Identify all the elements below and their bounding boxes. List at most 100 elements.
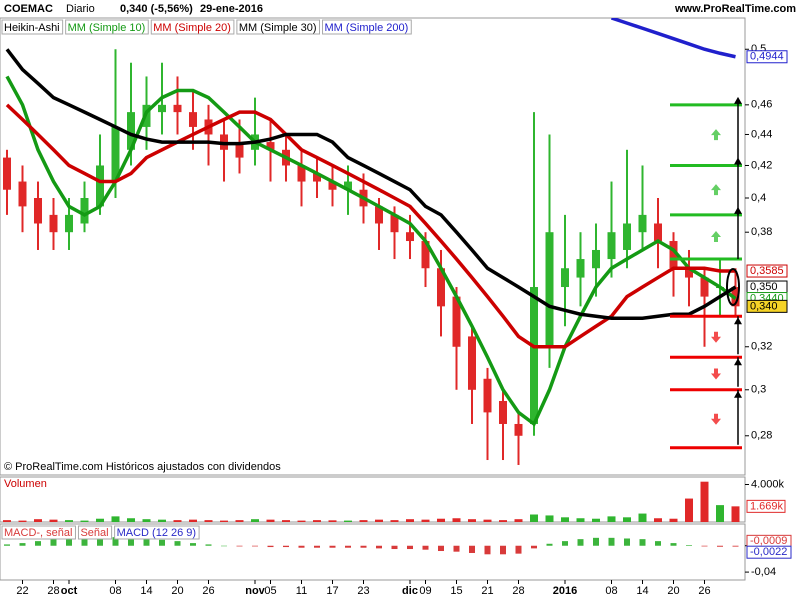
- candle-body: [158, 104, 166, 113]
- y-tick-label: 0,3: [751, 384, 766, 396]
- macd-histogram: [469, 545, 475, 553]
- candle-body: [390, 214, 399, 233]
- candle-body: [700, 277, 709, 297]
- candle-body: [421, 241, 430, 269]
- candle-body: [561, 268, 569, 288]
- y-tick-label: 0,28: [751, 430, 772, 442]
- macd-histogram: [639, 539, 646, 546]
- range-arrow-head: [734, 96, 742, 104]
- candle-body: [530, 287, 538, 424]
- volume-bar: [297, 520, 306, 522]
- macd-histogram: [577, 539, 584, 546]
- macd-histogram: [670, 543, 677, 546]
- y-tick-label: 0,42: [751, 159, 772, 171]
- volume-bar: [235, 520, 244, 522]
- x-tick-label: nov: [245, 585, 265, 597]
- x-tick-label: 14: [140, 585, 152, 597]
- macd-histogram: [407, 545, 413, 550]
- macd-tick-label: -0,04: [751, 566, 776, 578]
- candle-body: [406, 232, 414, 242]
- candle-body: [313, 173, 321, 182]
- volume-tag-label: 1.669k: [750, 500, 784, 512]
- macd-histogram: [515, 545, 522, 554]
- volume-bar: [96, 518, 104, 522]
- volume-bar: [173, 520, 182, 522]
- macd-histogram: [562, 541, 568, 546]
- direction-arrow: [711, 331, 721, 343]
- x-tick-label: 22: [16, 585, 28, 597]
- macd-histogram: [686, 545, 692, 546]
- macd-histogram: [283, 545, 289, 548]
- volume-bar: [530, 514, 538, 522]
- macd-histogram: [159, 539, 165, 546]
- symbol: COEMAC: [4, 3, 53, 15]
- volume-bar: [111, 516, 120, 522]
- range-arrow-head: [734, 157, 742, 165]
- legend-entry: Heikin-Ashi: [4, 22, 60, 34]
- macd-histogram: [314, 545, 320, 548]
- x-tick-label: 26: [202, 585, 214, 597]
- volume-bar: [685, 498, 693, 522]
- volume-bar: [437, 518, 445, 522]
- candle-body: [607, 232, 616, 260]
- x-tick-label: 26: [698, 585, 710, 597]
- price-tag-label: 0,340: [750, 300, 778, 312]
- price-tag-label: 0,350: [750, 281, 778, 293]
- candle-body: [685, 268, 693, 278]
- direction-arrow: [711, 230, 721, 242]
- legend-entry: MM (Simple 30): [239, 22, 317, 34]
- volume-bar: [80, 520, 89, 522]
- volume-bar: [359, 520, 368, 522]
- volume-bar: [328, 520, 337, 522]
- volume-bar: [49, 519, 58, 522]
- macd-histogram: [128, 537, 134, 546]
- macd-legend: Señal: [80, 527, 108, 539]
- candle-body: [499, 400, 507, 424]
- legend-entry: MM (Simple 200): [325, 22, 409, 34]
- price-tag: [746, 299, 788, 313]
- y-tick-label: 0,4: [751, 192, 766, 204]
- legend-box: [1, 19, 64, 35]
- candle-body: [452, 296, 461, 347]
- legend-box: [1, 525, 76, 540]
- candle-body: [576, 259, 585, 278]
- candle-body: [514, 423, 523, 436]
- macd-tag-label: -0,0022: [750, 546, 787, 558]
- volume-bar: [452, 518, 461, 522]
- candle-body: [592, 249, 600, 269]
- x-tick-label: 20: [667, 585, 679, 597]
- moving-average: [610, 18, 736, 59]
- volume-bar: [189, 519, 197, 522]
- volume-bar: [18, 520, 27, 522]
- x-tick-label: oct: [61, 585, 78, 597]
- x-tick-label: 23: [357, 585, 369, 597]
- volume-bar: [251, 519, 259, 522]
- volume-panel: [0, 476, 746, 523]
- volume-bar: [3, 520, 11, 522]
- volume-bar: [142, 519, 151, 522]
- volume-bar: [375, 519, 383, 522]
- footer: © ProRealTime.com Históricos ajustados c…: [4, 461, 281, 473]
- range-arrow-head: [734, 390, 742, 398]
- volume-bar: [731, 506, 740, 522]
- candle-body: [623, 223, 631, 250]
- x-tick-label: 17: [326, 585, 338, 597]
- macd-panel: [0, 523, 746, 581]
- macd-histogram: [531, 545, 537, 549]
- candle-body: [173, 104, 182, 113]
- price-panel: [0, 17, 746, 476]
- y-tick-label: 0,44: [751, 128, 772, 140]
- volume-bar: [483, 519, 492, 522]
- x-tick-label: 11: [296, 585, 307, 597]
- x-tick-label: 09: [419, 585, 431, 597]
- volume-bar: [158, 519, 166, 522]
- volume-bar: [654, 518, 662, 522]
- direction-arrow: [711, 184, 721, 196]
- legend-box: [114, 525, 200, 540]
- legend-box: [65, 19, 149, 35]
- change: 0,340 (-5,56%): [120, 3, 193, 15]
- macd-histogram: [35, 541, 41, 546]
- y-tick-label: 0,38: [751, 226, 772, 238]
- volume-bar: [344, 520, 352, 522]
- candle-body: [545, 232, 554, 347]
